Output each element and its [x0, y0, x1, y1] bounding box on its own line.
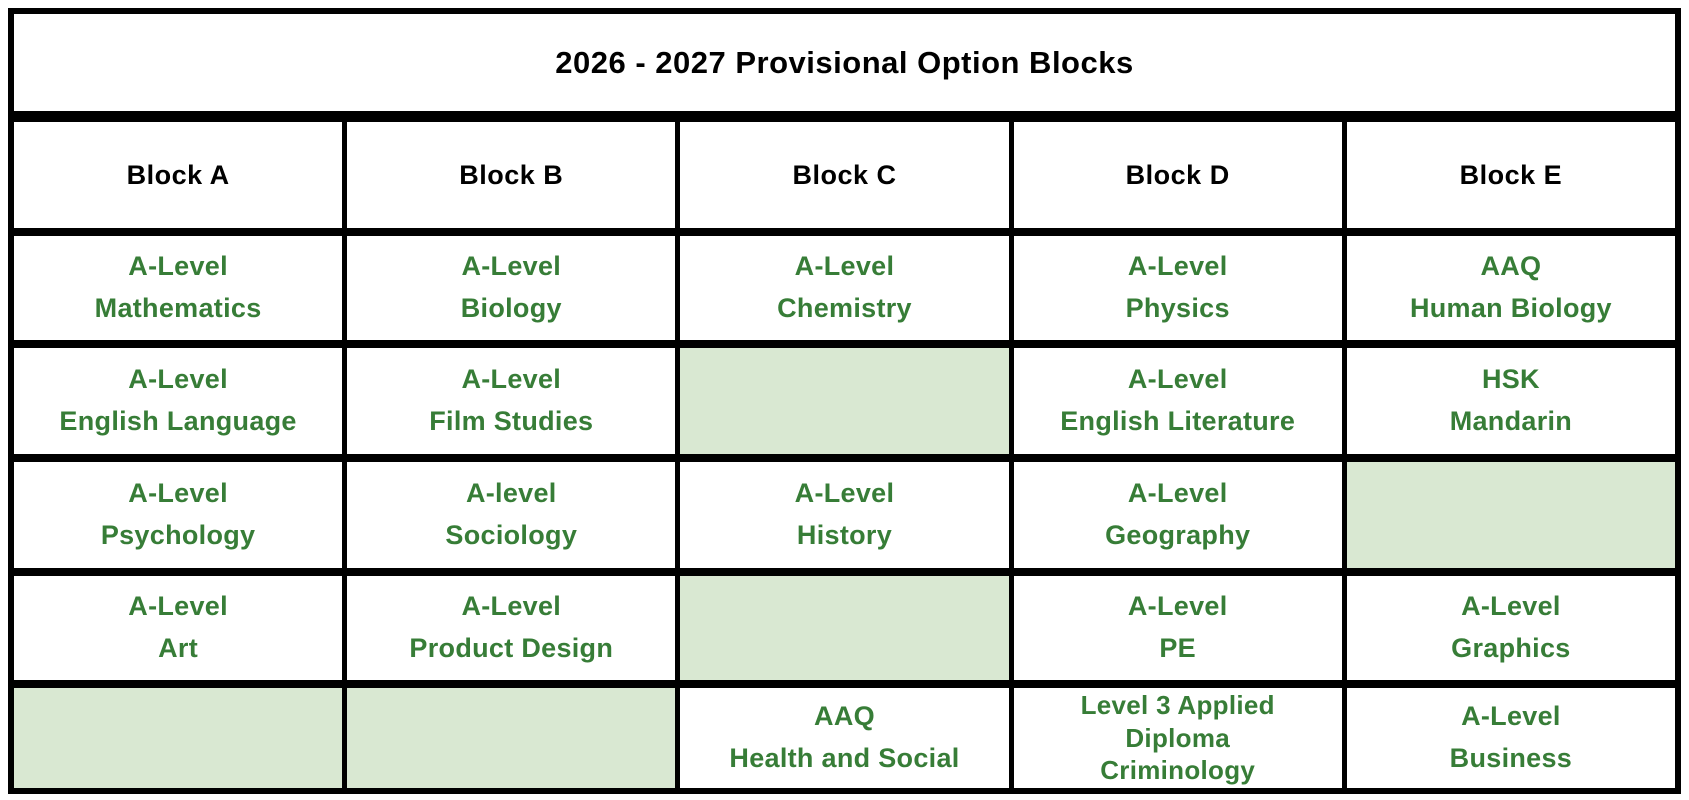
cell-block-c-row-4	[680, 576, 1009, 680]
header-block-b: Block B	[347, 122, 676, 228]
cell-block-a-row-1: A-Level Mathematics	[14, 236, 343, 340]
cell-block-e-row-1: AAQ Human Biology	[1346, 236, 1675, 340]
cell-block-d-row-1: A-Level Physics	[1013, 236, 1342, 340]
cell-block-b-row-5	[347, 688, 676, 788]
cell-block-d-row-3: A-Level Geography	[1013, 462, 1342, 568]
cell-block-d-row-4: A-Level PE	[1013, 576, 1342, 680]
cell-block-c-row-1: A-Level Chemistry	[680, 236, 1009, 340]
cell-block-c-row-2	[680, 348, 1009, 454]
cell-block-e-row-3	[1346, 462, 1675, 568]
header-block-d: Block D	[1013, 122, 1342, 228]
cell-block-a-row-3: A-Level Psychology	[14, 462, 343, 568]
header-block-e: Block E	[1346, 122, 1675, 228]
cell-block-b-row-3: A-level Sociology	[347, 462, 676, 568]
cell-block-a-row-4: A-Level Art	[14, 576, 343, 680]
cell-block-a-row-2: A-Level English Language	[14, 348, 343, 454]
cell-block-d-row-5: Level 3 Applied Diploma Criminology	[1013, 688, 1342, 788]
cell-block-c-row-5: AAQ Health and Social	[680, 688, 1009, 788]
cell-block-b-row-4: A-Level Product Design	[347, 576, 676, 680]
cell-block-c-row-3: A-Level History	[680, 462, 1009, 568]
header-block-c: Block C	[680, 122, 1009, 228]
cell-block-e-row-4: A-Level Graphics	[1346, 576, 1675, 680]
table-title: 2026 - 2027 Provisional Option Blocks	[14, 14, 1675, 114]
header-block-a: Block A	[14, 122, 343, 228]
cell-block-b-row-2: A-Level Film Studies	[347, 348, 676, 454]
option-blocks-table: 2026 - 2027 Provisional Option Blocks Bl…	[8, 8, 1681, 794]
cell-block-d-row-2: A-Level English Literature	[1013, 348, 1342, 454]
cell-block-e-row-5: A-Level Business	[1346, 688, 1675, 788]
cell-block-e-row-2: HSK Mandarin	[1346, 348, 1675, 454]
cell-block-b-row-1: A-Level Biology	[347, 236, 676, 340]
cell-block-a-row-5	[14, 688, 343, 788]
